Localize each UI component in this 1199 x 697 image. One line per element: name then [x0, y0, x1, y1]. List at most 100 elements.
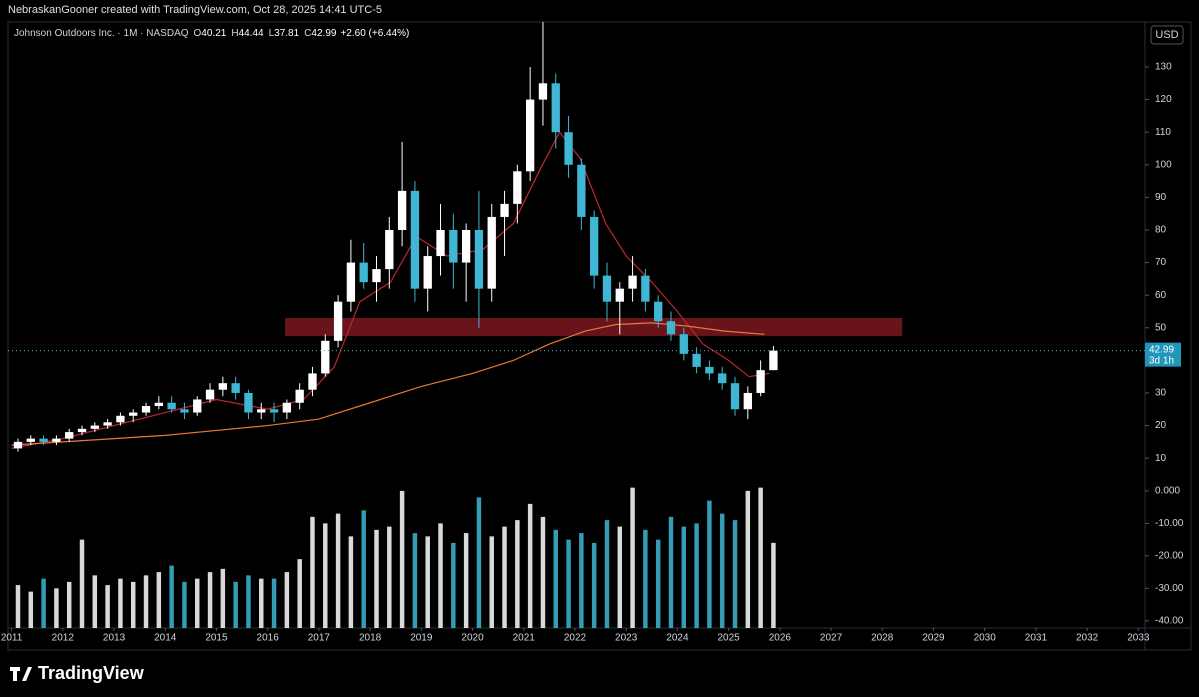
ohlc-value: 44.44	[239, 28, 264, 39]
candle-body	[295, 389, 304, 403]
volume-bar	[489, 536, 494, 628]
x-tick-label: 2015	[205, 633, 228, 644]
candle-body	[666, 321, 676, 335]
x-tick-label: 2012	[52, 633, 75, 644]
volume-bar	[335, 513, 341, 628]
volume-bar	[502, 526, 507, 628]
currency[interactable]: USD	[1155, 29, 1178, 41]
volume-bar	[220, 568, 226, 628]
y-tick-label: 90	[1155, 192, 1167, 203]
x-tick-label: 2013	[103, 633, 126, 644]
ohlc-label: O	[194, 28, 202, 39]
candle-body	[385, 229, 394, 270]
candle-body	[769, 350, 778, 371]
candle-body	[513, 171, 522, 204]
candle-body	[244, 392, 253, 413]
volume-bar	[118, 578, 123, 628]
candle-body	[218, 383, 228, 390]
ohlc-value: 40.21	[201, 28, 226, 39]
x-tick-label: 2032	[1076, 633, 1099, 644]
change: +2.60 (+6.44%)	[340, 28, 409, 39]
volume-bar	[169, 565, 174, 628]
candle-body	[13, 441, 23, 449]
volume-bar	[617, 526, 623, 628]
y2-tick-label: -20.00	[1155, 551, 1184, 562]
candle-body	[487, 216, 496, 289]
countdown: 3d 1h	[1149, 355, 1174, 366]
candle-body	[333, 301, 343, 341]
volume-bar	[374, 529, 379, 628]
x-tick-label: 2031	[1025, 633, 1048, 644]
volume-bar	[463, 533, 469, 628]
volume-bar	[207, 572, 213, 628]
candle-body	[39, 438, 48, 442]
candle-body	[65, 432, 74, 439]
volume-bar	[771, 542, 776, 628]
volume-bar	[54, 588, 59, 628]
volume-bar	[476, 497, 482, 628]
candle-body	[730, 383, 740, 410]
y-tick-label: 60	[1155, 290, 1167, 301]
x-tick-label: 2022	[564, 633, 587, 644]
candle-body	[346, 262, 356, 302]
y-tick-label: 10	[1155, 453, 1167, 464]
volume-bar	[361, 510, 366, 628]
y-tick-label: 110	[1155, 127, 1171, 138]
candle-body	[705, 366, 714, 374]
last-price-label: 42.99	[1149, 344, 1174, 355]
y-tick-label: 130	[1155, 62, 1172, 73]
candle-body	[538, 83, 548, 100]
ohlc-label: C	[304, 28, 311, 39]
x-tick-label: 2027	[820, 633, 843, 644]
symbol-title: Johnson Outdoors Inc. · 1M · NASDAQ	[14, 28, 189, 39]
volume-bar	[758, 487, 763, 628]
x-tick-label: 2014	[154, 633, 177, 644]
volume-bar	[41, 578, 46, 628]
candle-body	[564, 132, 573, 165]
y-tick-label: 50	[1155, 322, 1167, 333]
candle-body	[641, 275, 650, 302]
candle-body	[359, 262, 368, 283]
volume-bar	[297, 559, 302, 628]
x-tick-label: 2011	[1, 633, 23, 644]
volume-bar	[348, 536, 354, 628]
ohlc-value: 37.81	[274, 28, 299, 39]
volume-bar	[540, 516, 546, 628]
volume-bar	[643, 529, 648, 628]
candle-body	[436, 229, 445, 257]
candle-body	[205, 389, 215, 400]
volume-bar	[604, 520, 610, 628]
volume-bar	[92, 575, 98, 628]
volume-bar	[310, 516, 315, 628]
volume-bar	[246, 575, 251, 628]
x-tick-label: 2026	[769, 633, 792, 644]
currency-box[interactable]	[1150, 25, 1184, 45]
candle-body	[282, 402, 292, 413]
support-zone	[285, 317, 903, 336]
volume-bar	[451, 542, 456, 628]
y2-tick-label: 0.000	[1155, 486, 1180, 497]
volume-bar	[527, 503, 533, 628]
volume-bar	[387, 526, 392, 628]
candle-body	[449, 229, 458, 263]
candle-body	[116, 415, 125, 423]
volume-bar	[630, 487, 635, 628]
candle-body	[423, 256, 432, 289]
volume-bar	[566, 539, 571, 628]
candle-body	[577, 164, 586, 217]
y2-tick-label: -40.00	[1155, 615, 1184, 626]
candle-body	[26, 438, 35, 442]
candle-body	[692, 353, 701, 367]
volume-bar	[707, 500, 712, 628]
candle-body	[654, 301, 663, 322]
candle-body	[461, 229, 471, 263]
candle-body	[193, 399, 202, 413]
candle-body	[167, 402, 176, 410]
volume-bar	[579, 533, 584, 628]
candle-body	[679, 334, 688, 354]
candle-body	[628, 275, 637, 289]
volume-bar	[425, 536, 430, 628]
candle-body	[257, 409, 266, 413]
candle-body	[525, 99, 535, 172]
candle-body	[231, 383, 240, 393]
